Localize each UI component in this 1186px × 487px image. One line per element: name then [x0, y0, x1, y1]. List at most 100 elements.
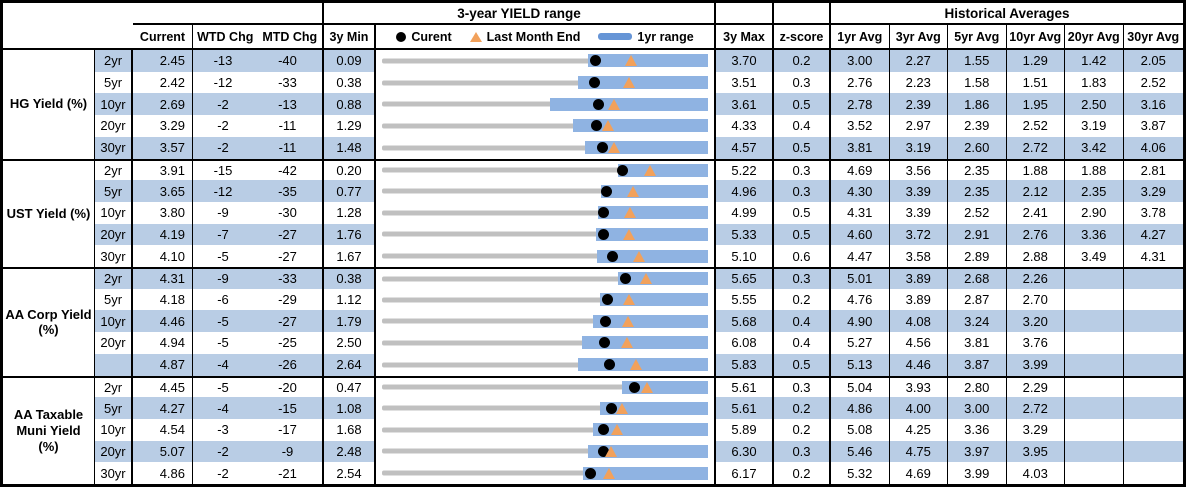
3y-range-track: [382, 380, 708, 394]
wtd-chg-cell: -9: [217, 205, 229, 221]
last-month-end-marker: [610, 424, 623, 436]
11yr-avg-cell: [1123, 375, 1183, 398]
max-3y-cell: 5.33: [716, 223, 774, 246]
11yr-avg-cell: [1124, 289, 1184, 311]
1yr-avg-cell: 5.32: [831, 462, 890, 484]
wtd-chg-cell: -2: [193, 440, 253, 463]
3y-range-track: [382, 206, 708, 220]
range-chart-cell: [376, 115, 716, 137]
legend-lme-label: Last Month End: [486, 29, 581, 44]
9yr-avg-cell: 1.42: [1065, 50, 1124, 72]
mtd-chg-cell: -11: [253, 136, 324, 159]
9yr-avg-cell: 3.49: [1065, 245, 1124, 267]
mtd-chg-cell: -27: [253, 310, 324, 333]
max-3y-cell: 3.70: [716, 50, 774, 72]
last-month-end-marker: [620, 337, 633, 349]
11yr-avg-cell: 2.81: [1123, 158, 1183, 181]
max-3y-cell: 5.68: [716, 310, 774, 333]
1yr-range-bar: [596, 249, 708, 263]
zscore-cell: 0.2: [774, 288, 831, 311]
1yr-avg-cell: 4.31: [831, 201, 890, 224]
tenor-cell: 20yr: [95, 332, 133, 354]
1yr-range-bar: [587, 444, 708, 458]
min-3y-cell: 0.20: [324, 158, 376, 181]
wtd-chg-cell: -12: [213, 75, 233, 91]
min-3y-cell: 0.09: [324, 50, 376, 72]
min-3y-cell: 1.79: [324, 310, 376, 333]
tenor-cell: 5yr: [95, 71, 133, 94]
3y-range-track: [382, 336, 708, 350]
3yr-avg-cell: 3.58: [890, 245, 948, 267]
max-3y-cell: 4.96: [716, 180, 774, 202]
last-month-end-marker: [607, 98, 620, 110]
7yr-avg-cell: 3.29: [1007, 418, 1065, 441]
7yr-avg-cell: 2.12: [1006, 180, 1065, 202]
7yr-avg-cell: 2.29: [1006, 375, 1065, 398]
3yr-avg-cell: 3.89: [890, 288, 948, 311]
current-marker: [597, 424, 609, 436]
9yr-avg-cell: [1065, 462, 1124, 484]
9yr-avg-cell: [1065, 288, 1124, 311]
tenor-cell: 20yr: [95, 440, 133, 463]
legend-last-month-end: Last Month End: [469, 29, 581, 44]
max-3y-cell: 6.17: [716, 462, 774, 484]
1yr-avg-cell: 4.60: [831, 223, 890, 246]
last-month-end-marker: [644, 164, 657, 176]
zscore-cell: 0.5: [774, 136, 831, 159]
range-chart-cell: [376, 180, 716, 202]
mtd-chg-cell: -20: [253, 375, 324, 398]
max-3y-cell: 5.55: [716, 288, 774, 311]
tenor-cell: 5yr: [95, 180, 133, 202]
7yr-avg-cell: 2.76: [1006, 223, 1065, 246]
max-3y-cell: 5.61: [716, 375, 774, 398]
current-cell: 3.80: [133, 201, 193, 224]
7yr-avg-cell: 2.72: [1006, 136, 1065, 159]
5yr-avg-cell: 2.80: [948, 375, 1007, 398]
5yr-avg-cell: 2.52: [948, 201, 1007, 224]
current-cell: 4.18: [133, 288, 193, 311]
current-marker: [597, 207, 609, 219]
1yr-avg-cell: 4.86: [831, 397, 890, 419]
current-marker: [607, 250, 619, 262]
zscore-cell: 0.3: [774, 180, 831, 202]
current-cell: 3.29: [133, 115, 193, 137]
1yr-avg-cell: 4.69: [831, 158, 890, 181]
3y-range-track: [382, 54, 708, 68]
current-cell: 4.87: [133, 353, 193, 376]
11yr-avg-cell: 3.29: [1123, 180, 1183, 202]
col-header-3yr-avg: 3yr Avg: [889, 25, 948, 50]
range-chart-cell: [376, 332, 716, 354]
group-label: HG Yield (%): [3, 50, 95, 159]
current-marker: [601, 294, 613, 306]
last-month-end-marker: [641, 381, 654, 393]
blank-header-left: [3, 25, 133, 50]
zscore-cell: 0.3: [774, 267, 831, 289]
3yr-avg-cell: 2.97: [890, 115, 948, 137]
zscore-cell: 0.5: [774, 223, 831, 246]
mtd-chg-cell: -9: [253, 440, 324, 463]
range-chart-cell: [376, 71, 716, 94]
group-label: UST Yield (%): [3, 158, 95, 267]
col-header-10yr-avg: 10yr Avg: [1006, 25, 1065, 50]
3y-range-track: [382, 358, 708, 372]
wtd-chg-cell: -7: [193, 223, 253, 246]
current-cell: 4.45: [133, 375, 193, 398]
wtd-chg-cell: -5: [193, 310, 253, 333]
1yr-range-bar: [550, 97, 708, 111]
min-3y-cell: 1.67: [324, 245, 376, 267]
max-3y-cell: 3.61: [716, 93, 774, 116]
current-cell: 2.45: [133, 50, 193, 72]
mtd-chg-cell: -17: [253, 418, 324, 441]
range-chart-cell: [376, 418, 716, 441]
range-bar-icon: [598, 33, 633, 40]
min-3y-cell: 1.29: [324, 115, 376, 137]
range-chart-cell: [376, 462, 716, 484]
col-header-wtd: WTD Chg: [197, 29, 254, 44]
3y-range-track: [382, 272, 708, 286]
mtd-chg-cell: -11: [253, 115, 324, 137]
9yr-avg-cell: 1.88: [1065, 158, 1124, 181]
range-chart-cell: [376, 375, 716, 398]
3yr-avg-cell: 4.75: [889, 440, 948, 463]
3yr-avg-cell: 4.56: [890, 332, 948, 354]
min-3y-cell: 0.38: [324, 267, 376, 289]
